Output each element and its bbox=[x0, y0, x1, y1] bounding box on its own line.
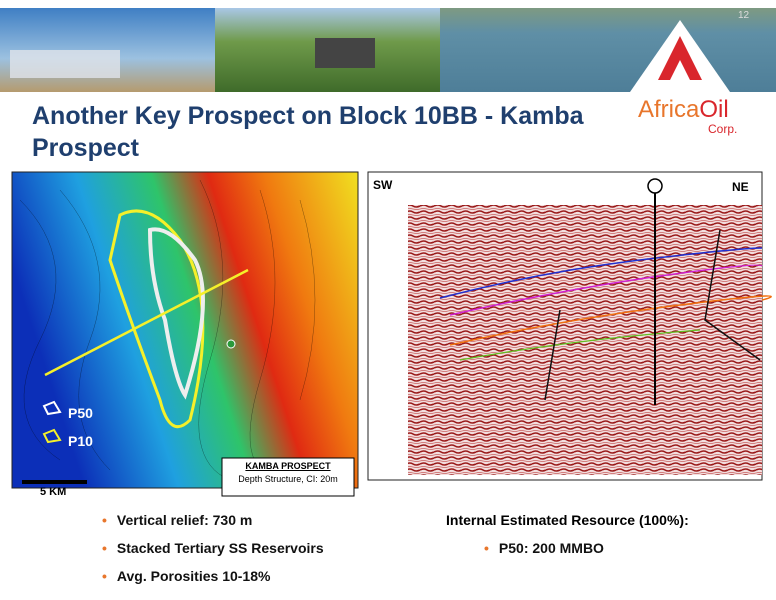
logo-mark bbox=[658, 36, 702, 80]
caption-box bbox=[221, 457, 355, 497]
bullet: P50: 200 MMBO bbox=[484, 540, 604, 556]
vehicle bbox=[315, 38, 375, 68]
scale-bar bbox=[22, 480, 87, 484]
section-line bbox=[44, 268, 249, 377]
p50-outline bbox=[147, 227, 205, 400]
caption-subtitle: Depth Structure, CI: 20m bbox=[238, 474, 338, 484]
bullet: Avg. Porosities 10-18% bbox=[102, 568, 271, 584]
bullet: Stacked Tertiary SS Reservoirs bbox=[102, 540, 324, 556]
logo-part1: Africa bbox=[638, 96, 700, 123]
seismic-traces bbox=[408, 205, 762, 475]
page-number: 12 bbox=[738, 10, 750, 21]
bullet: Vertical relief: 730 m bbox=[102, 512, 252, 528]
map bbox=[11, 171, 359, 489]
scale-label: 5 KM bbox=[40, 486, 67, 498]
horizon bbox=[449, 295, 772, 346]
caption-title: KAMBA PROSPECT bbox=[245, 461, 331, 471]
faults bbox=[544, 229, 761, 401]
seismic-left-label: SW bbox=[373, 178, 393, 192]
title: Another Key Prospect on Block 10BB - Kam… bbox=[32, 102, 584, 162]
horizon bbox=[459, 329, 701, 361]
resource-heading: Internal Estimated Resource (100%): bbox=[446, 512, 689, 528]
banner-photo-water bbox=[440, 8, 776, 92]
seismic-right-label: NE bbox=[732, 180, 749, 194]
well bbox=[226, 339, 236, 349]
logo-part2: Oil bbox=[699, 96, 729, 123]
legend-p50-icon bbox=[42, 400, 62, 416]
logo-subtitle: Corp. bbox=[708, 122, 738, 136]
horizon bbox=[439, 247, 763, 299]
logo-text: AfricaOil bbox=[638, 96, 729, 124]
trucks bbox=[10, 50, 120, 78]
well-symbol bbox=[647, 178, 663, 194]
legend-label: P10 bbox=[68, 433, 93, 449]
horizon bbox=[449, 264, 763, 316]
legend-p10-icon bbox=[42, 428, 62, 444]
legend-label: P50 bbox=[68, 405, 93, 421]
